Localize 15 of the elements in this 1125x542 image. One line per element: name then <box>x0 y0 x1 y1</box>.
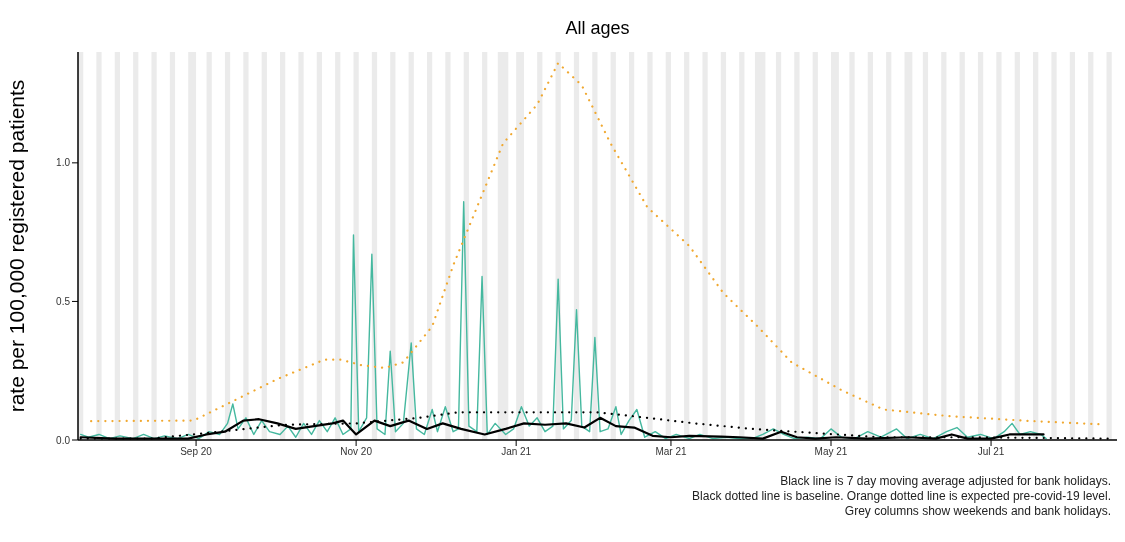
y-tick-label: 1.0 <box>56 157 71 169</box>
text: Black dotted line is baseline. Orange dotted line is expected pre-covid-19 level. <box>691 489 1111 504</box>
line-series <box>90 61 1100 426</box>
y-tick-label: 0.0 <box>56 434 71 446</box>
x-tick-label: Jul 21 <box>977 446 1005 458</box>
text: Black line is 7 day moving average adjusted for bank holidays. <box>779 474 1111 489</box>
y-axis-title: rate per 100,000 registered patients <box>5 79 29 413</box>
x-tick-label: May 21 <box>814 446 848 458</box>
y-tick-label: 0.5 <box>56 295 71 307</box>
text: Grey columns show weekends and bank holidays. <box>843 504 1111 519</box>
x-tick-label: Mar 21 <box>655 446 687 458</box>
chart-title: All ages <box>564 17 631 40</box>
x-tick-label: Sep 20 <box>180 446 213 458</box>
x-tick-label: Nov 20 <box>340 446 373 458</box>
x-tick-label: Jan 21 <box>501 446 532 458</box>
